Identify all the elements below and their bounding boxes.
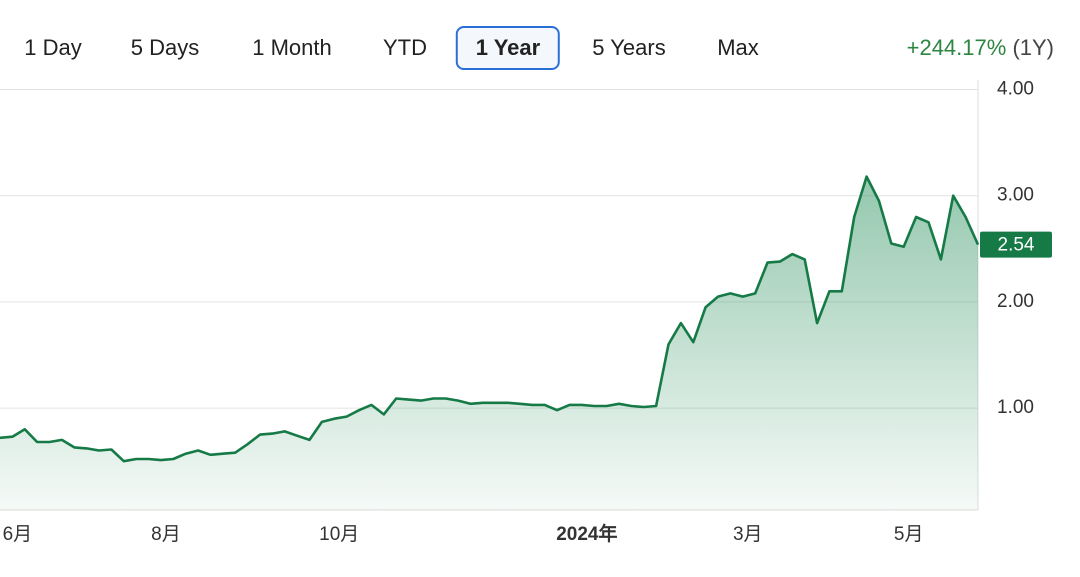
range-button[interactable]: 1 Month: [252, 35, 332, 60]
x-tick-label: 8月: [151, 524, 181, 545]
x-tick-label: 2024年: [556, 522, 617, 545]
line: [0, 175, 980, 463]
x-tick-label: 10月: [319, 524, 359, 545]
change: +244.17% (1Y): [907, 26, 1054, 70]
range-button[interactable]: 5 Days: [130, 35, 200, 60]
range-button[interactable]: YTD: [383, 35, 427, 60]
price-tag: [980, 231, 1052, 258]
y-tick-label: 4.00: [997, 79, 1034, 100]
y-tick-label: 3.00: [997, 185, 1034, 206]
range-button[interactable]: 5 Years: [592, 35, 666, 60]
change-period: (1Y): [1012, 35, 1054, 60]
range-button[interactable]: 1 Year: [455, 26, 561, 70]
x-tick-label: 3月: [733, 524, 763, 545]
change-value: +244.17%: [906, 35, 1007, 60]
area: [0, 176, 978, 510]
y-tick-label: 1.00: [997, 397, 1034, 418]
price-tag-label: 2.54: [998, 235, 1035, 256]
x-tick-label: 5月: [894, 524, 924, 545]
range-button[interactable]: 1 Day: [24, 35, 82, 60]
y-tick-label: 2.00: [997, 291, 1034, 312]
range-button[interactable]: Max: [717, 35, 759, 60]
x-tick-label: 6月: [3, 524, 33, 545]
